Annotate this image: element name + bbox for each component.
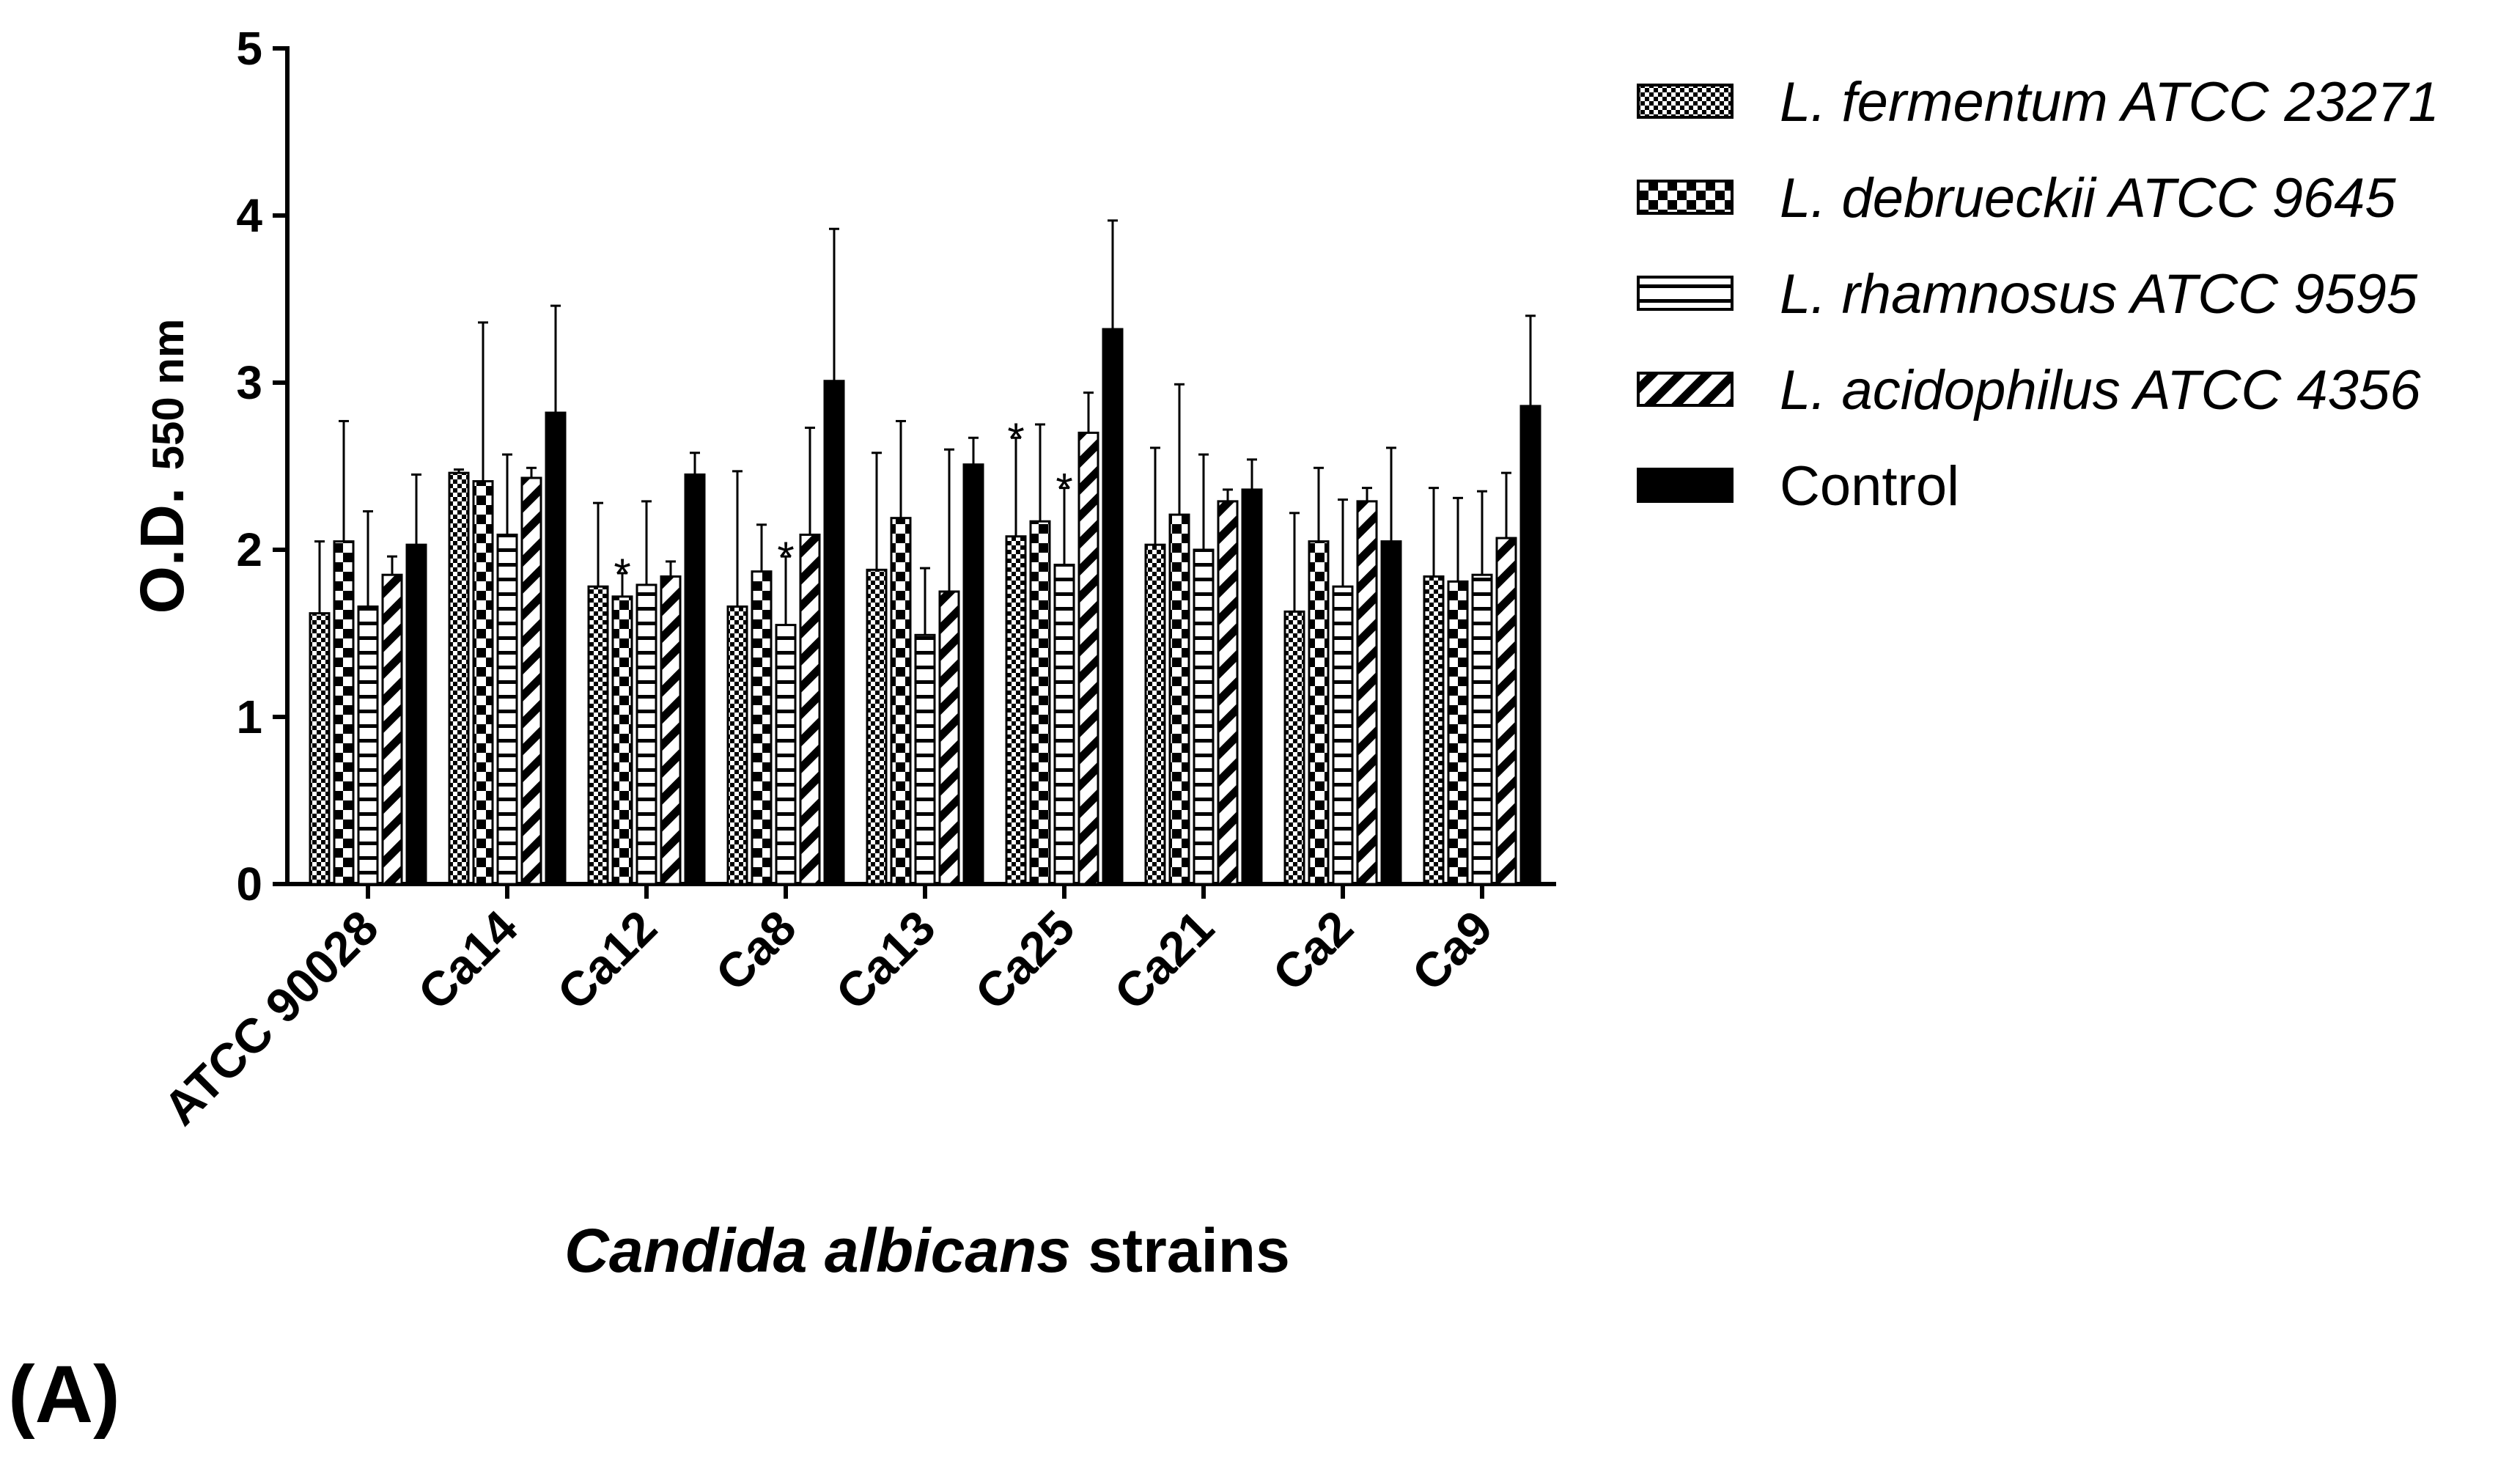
- bar: [611, 595, 633, 886]
- y-tick-label: 5: [236, 22, 262, 75]
- bar: [545, 411, 567, 886]
- bar: [405, 543, 427, 886]
- bar: [1168, 513, 1190, 886]
- bar: [333, 540, 355, 886]
- bar: [1077, 431, 1099, 886]
- bar: [1241, 488, 1263, 886]
- x-tick-label: Ca9: [1401, 900, 1503, 1001]
- bar: [660, 575, 682, 886]
- bar: [357, 605, 379, 886]
- x-tick-label: Ca12: [547, 900, 667, 1020]
- bar: [1380, 540, 1402, 886]
- bar: [1029, 520, 1051, 886]
- x-tick-label: ATCC 90028: [153, 900, 388, 1135]
- legend-swatch: [1637, 180, 1734, 215]
- bar: [448, 471, 470, 886]
- bar: [866, 568, 888, 886]
- bar: [1519, 405, 1541, 886]
- bar: [1495, 537, 1517, 886]
- legend-swatch: [1637, 276, 1734, 311]
- bar: [381, 573, 403, 886]
- x-tick-label: Ca13: [825, 900, 946, 1020]
- panel-label: (A): [8, 1350, 120, 1440]
- bar: [1193, 548, 1215, 886]
- y-axis-label: O.D. 550 nm: [128, 319, 196, 614]
- x-label-italic: Candida albicans: [564, 1216, 1071, 1285]
- bar: [938, 590, 960, 886]
- legend-label: L. rhamnosus ATCC 9595: [1780, 263, 2418, 325]
- y-tick-label: 4: [236, 189, 262, 242]
- y-tick-label: 1: [236, 691, 262, 743]
- x-tick-label: Ca14: [408, 899, 528, 1020]
- bar: [472, 480, 494, 886]
- y-tick-label: 0: [236, 858, 262, 910]
- bar: [799, 533, 821, 886]
- bar: [962, 463, 984, 886]
- bar: [775, 624, 797, 886]
- x-axis-label: Candida albicans strains: [564, 1216, 1290, 1285]
- y-tick-label: 3: [236, 356, 262, 409]
- bar: [1471, 573, 1493, 886]
- bar: [520, 476, 542, 886]
- bar: [751, 570, 773, 886]
- bar: [684, 473, 706, 886]
- bar: [823, 380, 845, 886]
- bar: [309, 612, 331, 886]
- bar: [1144, 543, 1166, 886]
- significance-marker: *: [614, 550, 630, 599]
- significance-marker: *: [1007, 414, 1024, 463]
- significance-marker: *: [1055, 465, 1072, 514]
- y-label-sub: 550 nm: [144, 319, 193, 471]
- legend-label: L. fermentum ATCC 23271: [1780, 71, 2439, 133]
- y-label-main: O.D.: [128, 487, 196, 614]
- x-tick-label: Ca2: [1262, 900, 1363, 1001]
- x-label-rest: strains: [1088, 1216, 1289, 1285]
- bar: [1005, 535, 1027, 886]
- bar: [1102, 328, 1124, 886]
- y-tick-label: 2: [236, 523, 262, 576]
- bar: [1332, 585, 1354, 886]
- bar: [890, 517, 912, 886]
- bar: [1423, 575, 1445, 886]
- x-tick-label: Ca21: [1104, 900, 1224, 1020]
- bar: [1217, 500, 1239, 886]
- bar: [1356, 500, 1378, 886]
- x-tick-label: Ca25: [965, 900, 1085, 1020]
- legend-swatch: [1637, 372, 1734, 407]
- bar: [1053, 564, 1075, 886]
- bar: [726, 605, 748, 886]
- bar: [1308, 540, 1330, 886]
- legend-label: L. acidophilus ATCC 4356: [1780, 359, 2421, 421]
- significance-marker: *: [777, 533, 794, 582]
- x-tick-label: Ca8: [705, 900, 806, 1001]
- legend-swatch: [1637, 84, 1734, 119]
- bar: [1283, 610, 1305, 886]
- bar: [496, 533, 518, 886]
- legend-label: L. debrueckii ATCC 9645: [1780, 167, 2396, 229]
- legend-label: Control: [1780, 455, 1959, 518]
- legend-swatch: [1637, 468, 1734, 503]
- bar: [1447, 580, 1469, 886]
- bar: [914, 633, 936, 886]
- bar: [587, 585, 609, 886]
- bar: [635, 583, 657, 886]
